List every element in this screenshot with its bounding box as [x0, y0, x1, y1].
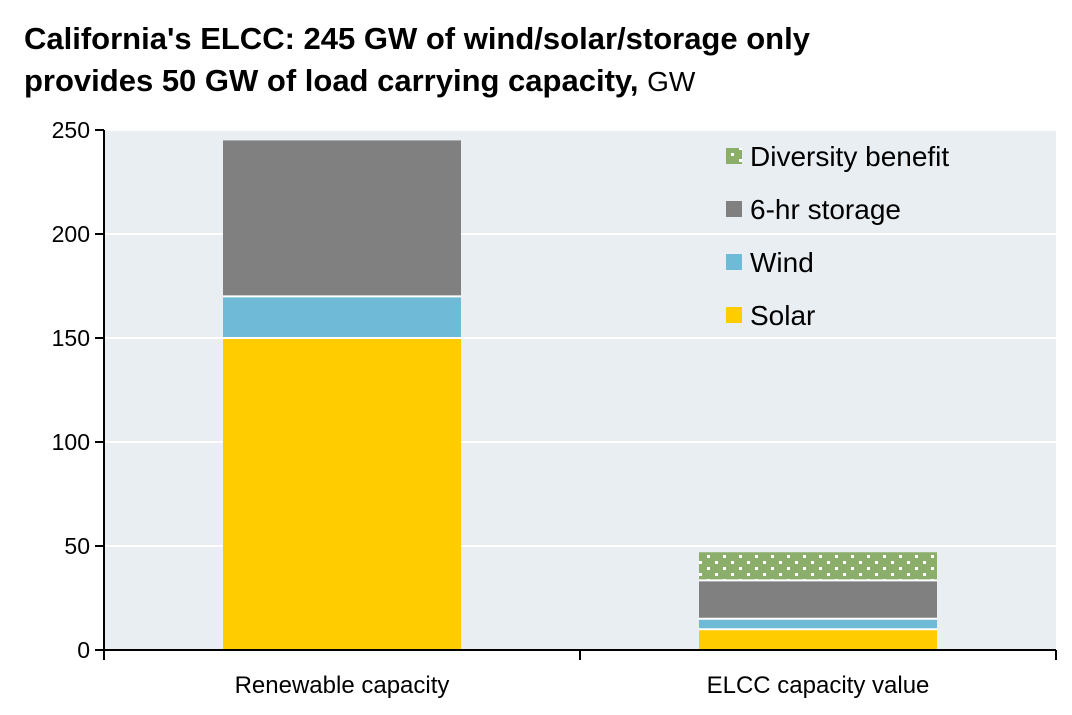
- bar-renewable-capacity-6-hr-storage: [223, 140, 461, 297]
- bars: Renewable capacity ELCC capacity value: [223, 140, 937, 699]
- bar-elcc-capacity-value-solar: [699, 629, 937, 650]
- bar-elcc-capacity-value-diversity-benefit: [699, 552, 937, 581]
- title-line-2: provides 50 GW of load carrying capacity…: [24, 60, 1054, 103]
- chart-title: California's ELCC: 245 GW of wind/solar/…: [24, 18, 1054, 103]
- legend-swatch-solar: [726, 307, 742, 323]
- bar-elcc-capacity-value-6-hr-storage: [699, 580, 937, 619]
- legend-label-solar: Solar: [750, 300, 815, 331]
- title-line-1: California's ELCC: 245 GW of wind/solar/…: [24, 21, 810, 56]
- title-line-2-text: provides 50 GW of load carrying capacity…: [24, 63, 639, 98]
- legend-label-diversity-benefit: Diversity benefit: [750, 141, 949, 172]
- y-tick-label-50: 50: [64, 533, 90, 559]
- legend-swatch-diversity-benefit: [726, 148, 742, 164]
- legend: Diversity benefit 6-hr storage Wind Solar: [726, 141, 949, 331]
- y-tick-label-100: 100: [52, 429, 90, 455]
- y-tick-label-200: 200: [52, 221, 90, 247]
- legend-swatch-wind: [726, 254, 742, 270]
- x-tick-label-renewable-capacity: Renewable capacity: [235, 672, 450, 699]
- legend-label-6-hr-storage: 6-hr storage: [750, 194, 901, 225]
- y-tick-label-150: 150: [52, 325, 90, 351]
- axes: 0 50 100 150 200 250: [52, 117, 1057, 663]
- y-tick-label-250: 250: [52, 117, 90, 143]
- legend-label-wind: Wind: [750, 247, 814, 278]
- x-tick-label-elcc-capacity-value: ELCC capacity value: [707, 672, 930, 699]
- y-tick-label-0: 0: [77, 637, 90, 663]
- bar-renewable-capacity-solar: [223, 338, 461, 650]
- bar-renewable-capacity-wind: [223, 296, 461, 338]
- bar-elcc-capacity-value-wind: [699, 618, 937, 630]
- legend-swatch-6-hr-storage: [726, 201, 742, 217]
- title-unit: GW: [647, 66, 696, 97]
